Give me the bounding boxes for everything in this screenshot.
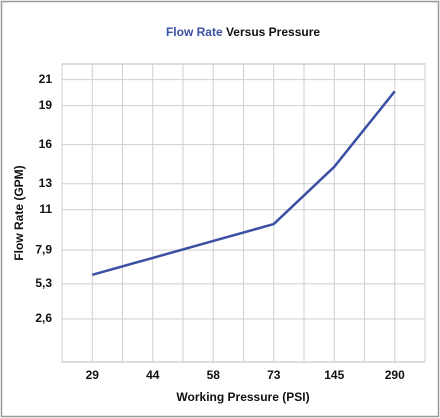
x-axis-label: Working Pressure (PSI) [176,390,309,404]
y-tick-label: 11 [39,202,52,216]
x-tick-label: 145 [324,368,344,382]
x-tick-label: 58 [207,368,221,382]
y-tick-label: 7,9 [35,242,52,256]
y-tick-label: 21 [39,72,53,86]
y-axis-label: Flow Rate (GPM) [12,165,26,260]
title-rest: Versus Pressure [226,25,320,39]
chart-title: Flow Rate Versus Pressure [166,25,320,39]
y-tick-label: 19 [39,98,53,112]
data-line [91,90,396,277]
y-tick-label: 13 [39,176,53,190]
x-tick-label: 44 [146,368,160,382]
x-tick-label: 29 [86,368,100,382]
y-tick-label: 2,6 [35,311,52,325]
y-tick-label: 16 [39,137,53,151]
title-highlight: Flow Rate [166,25,223,39]
x-tick-label: 73 [267,368,281,382]
y-tick-label: 5,3 [35,276,52,290]
x-tick-label: 290 [385,368,405,382]
